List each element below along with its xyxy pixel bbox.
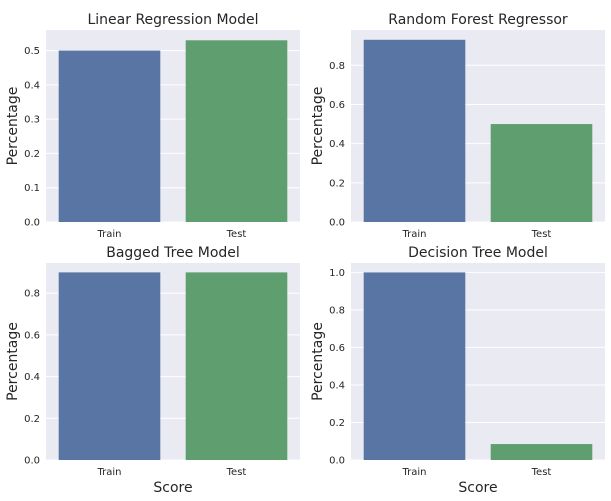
y-axis-label: Percentage: [5, 87, 21, 166]
chart-title: Random Forest Regressor: [388, 12, 568, 28]
y-tick-label: 0.0: [329, 456, 345, 467]
bar-train: [58, 50, 161, 223]
y-tick-label: 0.2: [24, 149, 40, 160]
chart-panel-4: 0.0 0.2 0.4 0.6 0.8 1.0 Train Test Decision Tree…: [310, 245, 605, 496]
chart-title: Decision Tree Model: [408, 245, 548, 261]
y-tick-label: 1.0: [329, 268, 345, 279]
x-tick-label: Test: [226, 229, 247, 240]
x-tick-label: Train: [402, 229, 427, 240]
y-tick-label: 0.0: [24, 218, 40, 229]
y-tick-label: 0.6: [329, 343, 345, 354]
y-tick-label: 0.3: [24, 115, 40, 126]
chart-panel-3: 0.0 0.2 0.4 0.6 0.8 Train Test Bagged Tree Mode…: [5, 245, 300, 496]
chart-panel-1: 0.0 0.1 0.2 0.3 0.4 0.5 Train Test Linear Regres…: [5, 12, 300, 240]
x-tick-label: Test: [531, 467, 552, 478]
y-tick-label: 0.5: [24, 46, 40, 57]
y-tick-label: 0.8: [329, 61, 345, 72]
y-tick-label: 0.0: [24, 456, 40, 467]
bar-test: [490, 124, 593, 222]
y-tick-label: 0.2: [329, 418, 345, 429]
bar-train: [58, 272, 161, 460]
bar-train: [363, 272, 466, 460]
y-axis-label: Percentage: [5, 322, 21, 401]
x-tick-label: Train: [97, 229, 122, 240]
y-tick-label: 0.8: [24, 289, 40, 300]
y-tick-label: 0.2: [329, 178, 345, 189]
y-tick-label: 0.2: [24, 414, 40, 425]
bar-test: [185, 40, 288, 223]
x-tick-label: Test: [531, 229, 552, 240]
y-tick-label: 0.8: [329, 305, 345, 316]
chart-panel-2: 0.0 0.2 0.4 0.6 0.8 Train Test Random Forest Re…: [310, 12, 605, 240]
y-tick-label: 0.0: [329, 218, 345, 229]
x-tick-label: Test: [226, 467, 247, 478]
y-tick-label: 0.4: [24, 80, 40, 91]
y-tick-label: 0.4: [24, 372, 40, 383]
y-tick-label: 0.4: [329, 139, 345, 150]
y-tick-label: 0.1: [24, 183, 40, 194]
bar-test: [490, 444, 593, 460]
y-axis-label: Percentage: [310, 87, 326, 166]
chart-title: Bagged Tree Model: [106, 245, 240, 261]
x-tick-label: Train: [97, 467, 122, 478]
bar-test: [185, 272, 288, 460]
y-axis-label: Percentage: [310, 322, 326, 401]
bar-train: [363, 39, 466, 223]
x-tick-label: Train: [402, 467, 427, 478]
x-axis-label: Score: [458, 480, 497, 496]
y-tick-label: 0.6: [24, 330, 40, 341]
y-tick-label: 0.4: [329, 380, 345, 391]
x-axis-label: Score: [153, 480, 192, 496]
y-tick-label: 0.6: [329, 100, 345, 111]
chart-title: Linear Regression Model: [87, 12, 258, 28]
